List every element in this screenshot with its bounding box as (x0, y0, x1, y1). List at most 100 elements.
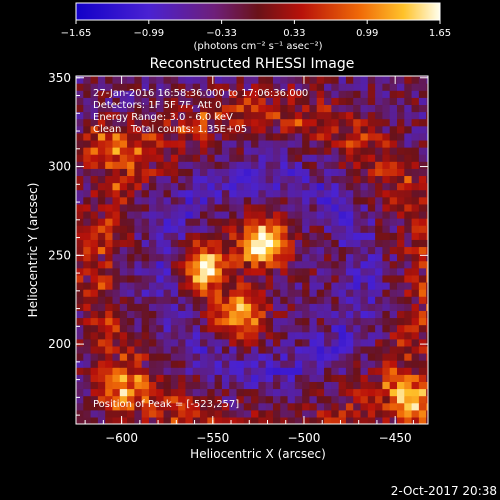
heatmap-pixel (214, 260, 223, 269)
heatmap-pixel (324, 253, 332, 262)
heatmap-pixel (178, 147, 187, 155)
heatmap-pixel (411, 90, 420, 98)
heatmap-pixel (221, 402, 230, 411)
heatmap-pixel (324, 274, 332, 283)
heatmap-pixel (324, 360, 332, 368)
heatmap-pixel (105, 360, 114, 368)
heatmap-pixel (141, 125, 150, 134)
heatmap-pixel (411, 274, 420, 283)
heatmap-pixel (294, 267, 303, 276)
heatmap-pixel (229, 218, 238, 226)
heatmap-pixel (287, 388, 296, 397)
heatmap-pixel (353, 239, 362, 248)
heatmap-pixel (316, 90, 325, 98)
heatmap-pixel (375, 324, 384, 333)
heatmap-pixel (280, 367, 289, 375)
heatmap-pixel (170, 97, 179, 106)
heatmap-pixel (105, 225, 114, 233)
heatmap-pixel (90, 289, 99, 297)
heatmap-pixel (243, 296, 252, 304)
heatmap-pixel (375, 246, 384, 255)
heatmap-pixel (345, 381, 354, 390)
heatmap-pixel (141, 147, 150, 155)
heatmap-pixel (97, 104, 106, 113)
heatmap-pixel (163, 182, 172, 191)
heatmap-pixel (280, 310, 289, 319)
heatmap-pixel (302, 367, 311, 375)
heatmap-pixel (156, 175, 165, 184)
heatmap-pixel (426, 182, 428, 191)
heatmap-pixel (331, 246, 340, 255)
heatmap-pixel (243, 338, 252, 347)
heatmap-pixel (309, 296, 318, 304)
heatmap-pixel (119, 104, 128, 113)
heatmap-pixel (396, 196, 405, 205)
heatmap-pixel (404, 338, 413, 347)
heatmap-pixel (236, 296, 245, 304)
heatmap-pixel (316, 409, 325, 418)
heatmap-pixel (367, 296, 376, 304)
heatmap-pixel (360, 239, 369, 248)
heatmap-pixel (148, 289, 157, 297)
heatmap-pixel (375, 218, 384, 226)
heatmap-pixel (200, 296, 208, 304)
heatmap-pixel (134, 196, 143, 205)
heatmap-pixel (389, 296, 398, 304)
heatmap-pixel (243, 168, 252, 177)
heatmap-pixel (338, 338, 347, 347)
heatmap-pixel (360, 196, 369, 205)
heatmap-pixel (163, 232, 172, 240)
heatmap-pixel (331, 281, 340, 290)
heatmap-pixel (163, 104, 172, 113)
heatmap-pixel (207, 246, 216, 255)
heatmap-pixel (309, 139, 318, 148)
heatmap-pixel (411, 360, 420, 368)
heatmap-pixel (302, 83, 311, 91)
heatmap-pixel (134, 175, 143, 184)
heatmap-pixel (302, 97, 311, 106)
heatmap-pixel (367, 203, 376, 212)
heatmap-pixel (345, 139, 354, 148)
heatmap-pixel (404, 260, 413, 269)
heatmap-pixel (331, 260, 340, 269)
heatmap-pixel (353, 182, 362, 191)
heatmap-pixel (375, 132, 384, 141)
heatmap-pixel (367, 125, 376, 134)
heatmap-pixel (185, 218, 194, 226)
heatmap-pixel (353, 76, 362, 84)
heatmap-pixel (287, 416, 296, 424)
heatmap-pixel (83, 274, 92, 283)
heatmap-pixel (170, 90, 179, 98)
heatmap-pixel (287, 352, 296, 361)
heatmap-pixel (156, 111, 165, 120)
heatmap-pixel (214, 381, 223, 390)
heatmap-pixel (97, 175, 106, 184)
heatmap-pixel (302, 210, 311, 219)
heatmap-pixel (316, 281, 325, 290)
heatmap-pixel (294, 416, 303, 424)
heatmap-pixel (76, 218, 84, 226)
heatmap-pixel (396, 90, 405, 98)
heatmap-pixel (112, 232, 121, 240)
heatmap-pixel (309, 274, 318, 283)
heatmap-pixel (178, 260, 187, 269)
heatmap-pixel (396, 260, 405, 269)
heatmap-pixel (156, 225, 165, 233)
heatmap-pixel (309, 218, 318, 226)
heatmap-pixel (192, 189, 201, 198)
heatmap-pixel (360, 182, 369, 191)
heatmap-pixel (280, 210, 289, 219)
heatmap-pixel (389, 388, 398, 397)
heatmap-pixel (338, 147, 347, 155)
heatmap-pixel (294, 395, 303, 404)
heatmap-pixel (119, 90, 128, 98)
heatmap-pixel (404, 303, 413, 311)
heatmap-pixel (294, 111, 303, 120)
heatmap-pixel (345, 367, 354, 375)
heatmap-pixel (302, 175, 311, 184)
heatmap-pixel (200, 260, 208, 269)
heatmap-pixel (178, 409, 187, 418)
heatmap-pixel (148, 203, 157, 212)
heatmap-pixel (119, 246, 128, 255)
